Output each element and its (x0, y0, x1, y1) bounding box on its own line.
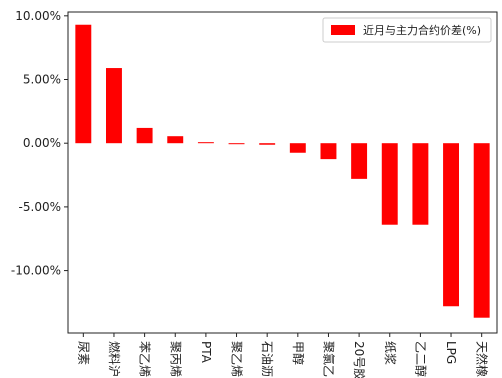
x-tick-label-5: 聚乙烯 (230, 341, 244, 377)
bar-12 (443, 143, 459, 307)
x-tick-label-9: 20号胶 (352, 341, 367, 378)
x-tick-label-7: 甲醇 (291, 341, 306, 365)
y-axis: 10.00% 5.00% 0.00% -5.00% -10.00% (11, 9, 68, 278)
y-tick-label-0: 10.00% (15, 9, 61, 23)
x-tick-label-12: LPG (444, 341, 458, 364)
bar-3 (167, 136, 184, 144)
y-tick-label-4: -10.00% (11, 264, 61, 278)
bar-9 (351, 143, 368, 179)
legend-label: 近月与主力合约价差(%) (363, 23, 481, 37)
x-tick-label-8: 聚氯乙 (321, 341, 335, 377)
x-tick-label-4: PTA (199, 341, 213, 364)
legend-swatch (331, 25, 355, 35)
plot-frame (67, 11, 498, 334)
y-tick-label-1: 5.00% (23, 73, 61, 87)
bar-10 (381, 143, 398, 225)
legend-box (322, 17, 492, 43)
x-tick-label-2: 苯乙烯 (138, 341, 152, 377)
bar-8 (320, 143, 337, 160)
bar-4 (197, 142, 214, 144)
bars-layer (75, 24, 490, 318)
bar-2 (136, 127, 153, 144)
x-tick-label-13: 天然橡 (475, 341, 490, 377)
x-tick-label-6: 石油沥 (260, 341, 274, 377)
bar-6 (259, 143, 276, 145)
y-tick-label-3: -5.00% (19, 200, 61, 214)
x-axis: 尿素 燃料沪 苯乙烯 聚丙烯 PTA 聚乙烯 石油沥 甲醇 聚氯乙 20号胶 纸浆 乙二醇 LPG 天然橡 (76, 333, 490, 378)
x-tick-label-11: 乙二醇 (413, 341, 428, 377)
bar-0 (75, 24, 92, 144)
bar-7 (289, 143, 306, 153)
bar-11 (412, 143, 429, 225)
x-tick-label-1: 燃料沪 (107, 341, 122, 377)
bar-13 (473, 143, 490, 318)
x-tick-label-10: 纸浆 (383, 341, 398, 365)
x-tick-label-3: 聚丙烯 (168, 341, 182, 377)
bar-5 (228, 143, 245, 145)
y-tick-label-2: 0.00% (23, 136, 61, 150)
legend: 近月与主力合约价差(%) (322, 17, 492, 43)
bar-1 (106, 68, 122, 144)
x-tick-label-0: 尿素 (76, 341, 90, 365)
